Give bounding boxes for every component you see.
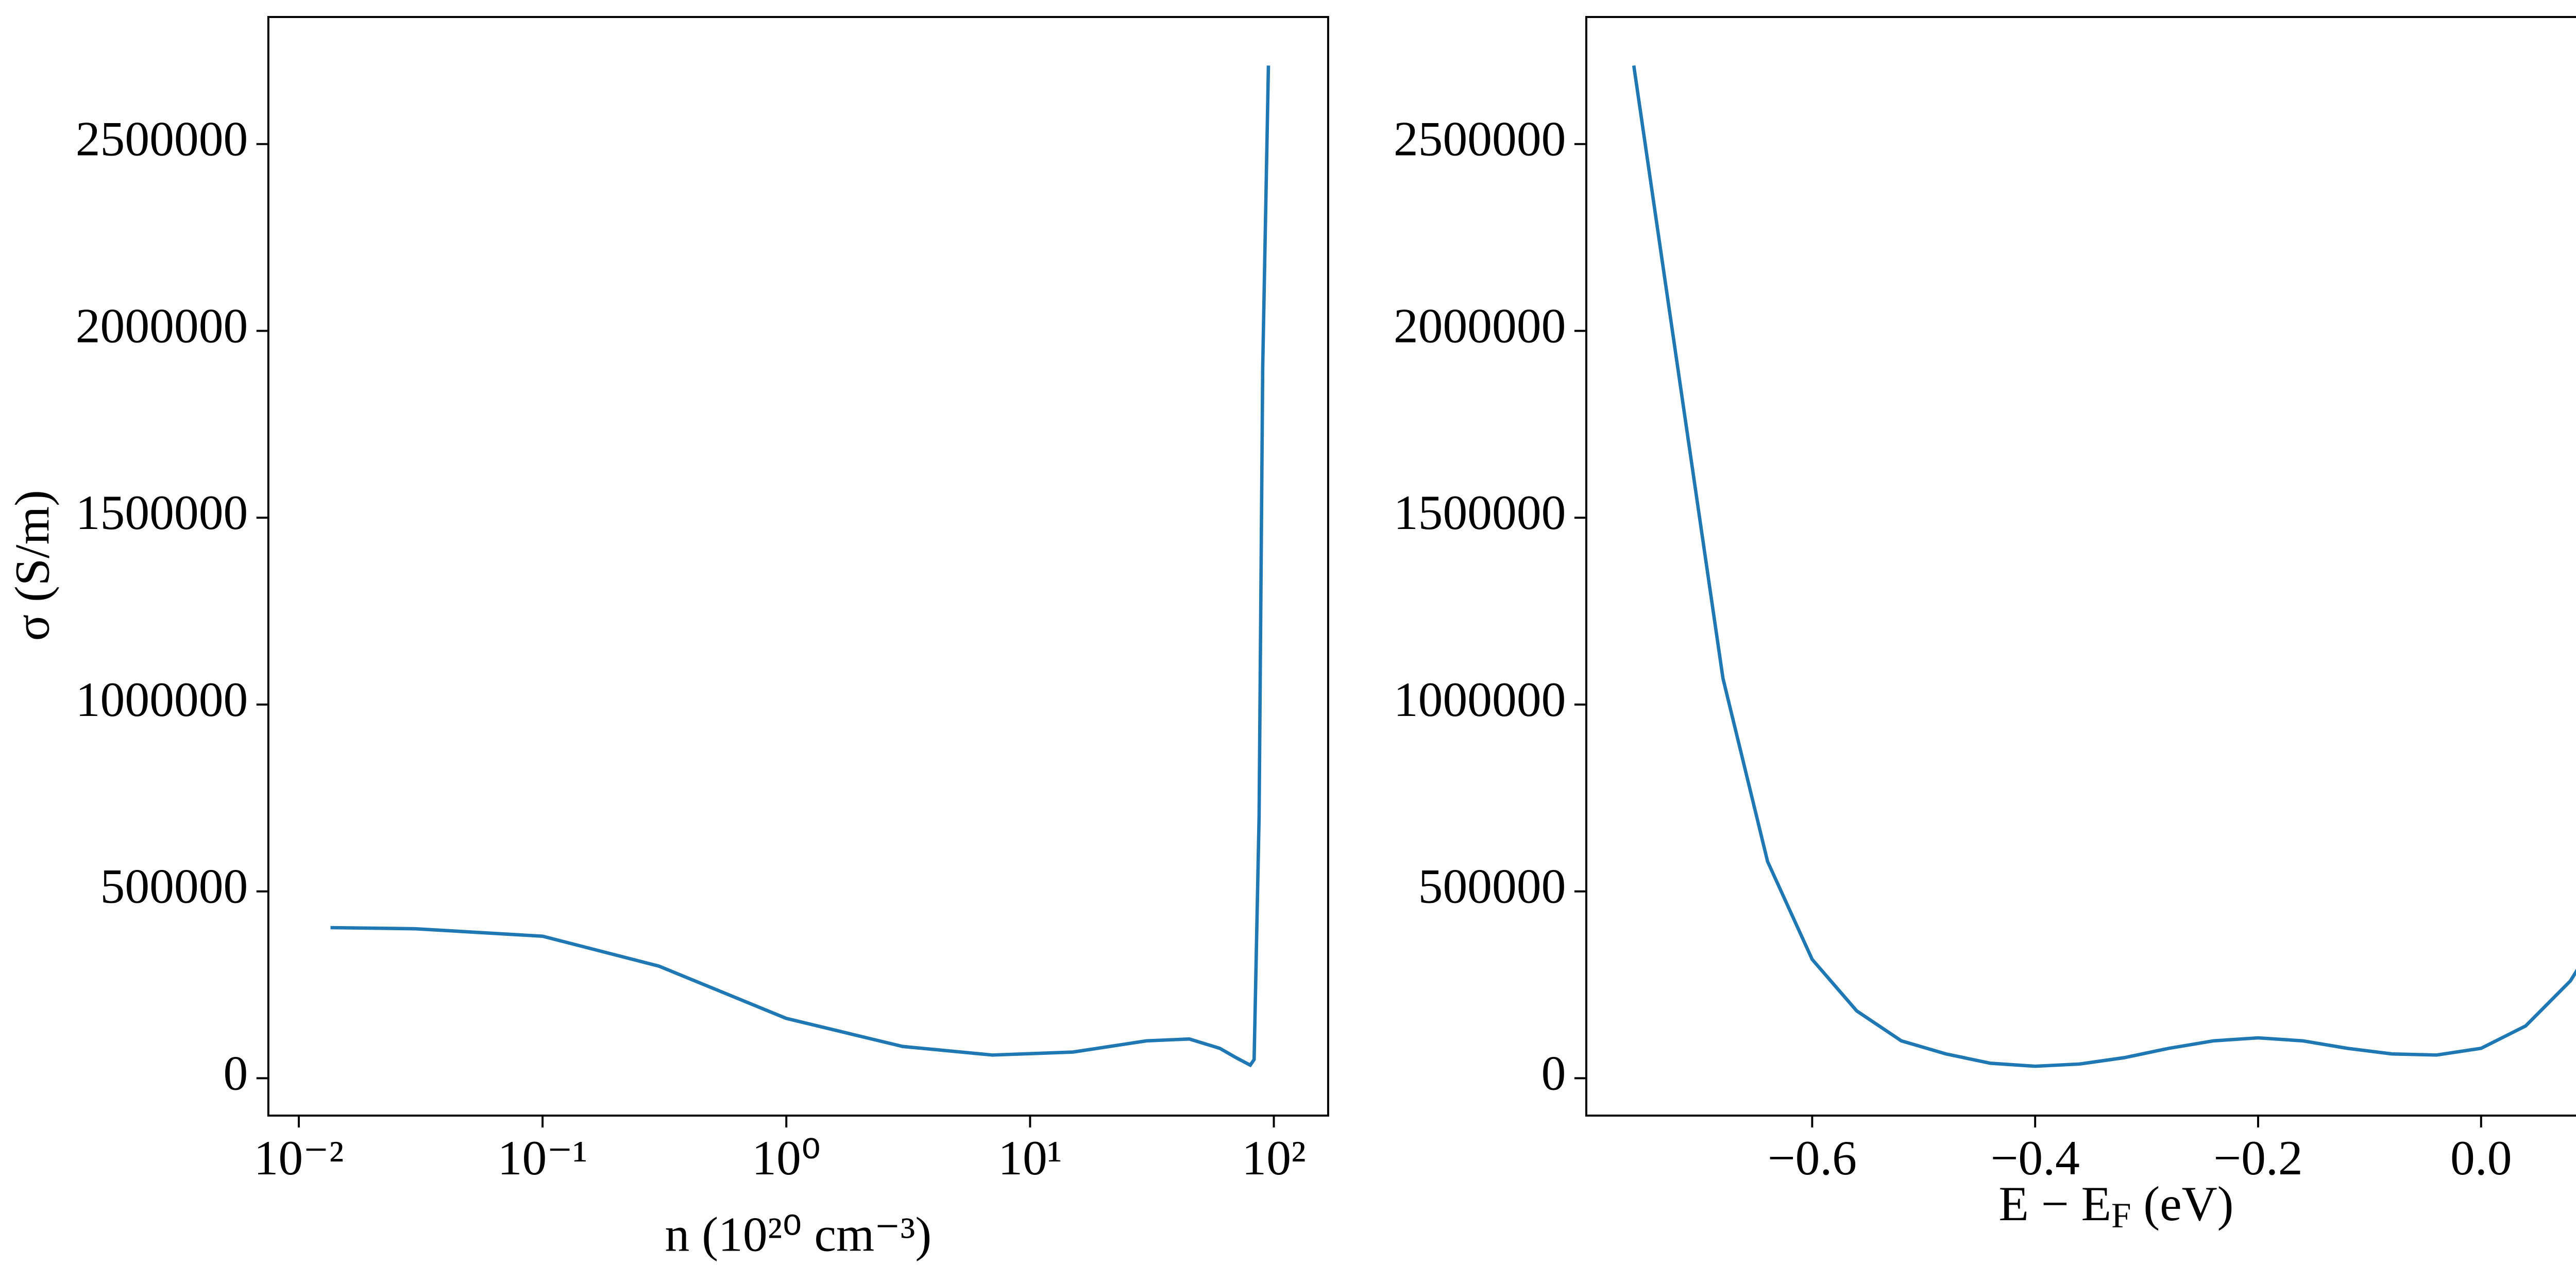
- axes-frame: [267, 16, 1329, 1117]
- x-axis-label: E − EF (eV): [1998, 1176, 2233, 1235]
- y-tick-label: 2500000: [1394, 112, 1566, 166]
- y-tick-label: 2000000: [76, 298, 248, 353]
- data-line: [330, 65, 1270, 1068]
- x-tick-label: 10⁰: [752, 1131, 821, 1185]
- axes-frame: [1585, 16, 2576, 1117]
- x-tick-label: 10²: [1242, 1131, 1306, 1185]
- y-tick-label: 0: [1541, 1046, 1566, 1100]
- y-tick-label: 1500000: [1394, 485, 1566, 540]
- y-tick-label: 2000000: [1394, 298, 1566, 353]
- x-tick-label: −0.4: [1990, 1131, 2079, 1185]
- y-tick-label: 1500000: [76, 485, 248, 540]
- y-tick-label: 2500000: [76, 112, 248, 166]
- x-tick-label: 10⁻²: [254, 1131, 344, 1185]
- x-label-part: E − E: [1998, 1176, 2111, 1231]
- x-tick-label: −0.6: [1768, 1131, 1857, 1185]
- y-tick-label: 1000000: [76, 672, 248, 727]
- x-label-part: (eV): [2131, 1176, 2233, 1231]
- y-axis-label: σ (S/m): [5, 490, 59, 641]
- x-tick-label: −0.2: [2213, 1131, 2302, 1185]
- y-tick-label: 500000: [1418, 859, 1566, 914]
- x-tick-label: 10⁻¹: [498, 1131, 588, 1185]
- y-tick-label: 500000: [100, 859, 248, 914]
- x-axis-label: n (10²⁰ cm⁻³): [665, 1207, 932, 1261]
- x-label-subscript: F: [2111, 1195, 2131, 1235]
- y-tick-label: 1000000: [1394, 672, 1566, 727]
- x-tick-label: 10¹: [998, 1131, 1062, 1185]
- data-line: [1632, 65, 2576, 1068]
- x-tick-label: 0.0: [2450, 1131, 2512, 1185]
- y-tick-label: 0: [224, 1046, 248, 1100]
